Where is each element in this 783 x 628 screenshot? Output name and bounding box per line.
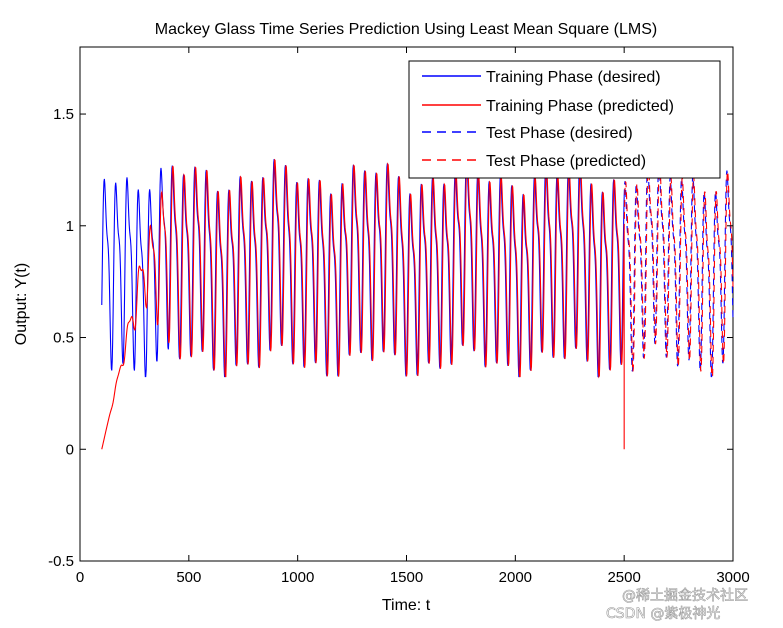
x-tick-label: 1000 [281,569,314,586]
y-tick-label: 1 [66,218,74,235]
y-tick-label: 0 [66,441,74,458]
legend-label-training-desired: Training Phase (desired) [486,69,661,86]
x-tick-label: 3000 [716,569,749,586]
x-tick-label: 2000 [499,569,532,586]
watermark-line-1: @稀土掘金技术社区 [622,588,748,604]
watermark-line-2: CSDN @紫极神光 [606,606,720,622]
legend-label-training-predicted: Training Phase (predicted) [486,98,674,115]
x-tick-label: 500 [176,569,201,586]
series-line-training-predicted [101,156,625,450]
x-axis-label: Time: t [382,597,431,614]
chart-title: Mackey Glass Time Series Prediction Usin… [155,21,657,38]
y-tick-label: 1.5 [53,106,74,123]
watermark: @稀土掘金技术社区 CSDN @紫极神光 [606,588,749,623]
y-tick-label: -0.5 [48,553,74,570]
legend-label-test-predicted: Test Phase (predicted) [486,153,646,170]
series-line-test-predicted [623,160,734,378]
legend-box [408,60,721,179]
series-line-test-desired [623,159,734,378]
series-layer [101,156,734,450]
series-line-training-desired [101,157,625,378]
x-tick-label: 2500 [607,569,640,586]
x-tick-label: 1500 [390,569,423,586]
y-axis-label: Output: Y(t) [13,263,30,345]
ticks-layer: 0 500 1000 1500 2000 2500 3000-0.500.511.5 [48,47,750,586]
legend: Training Phase (desired) Training Phase … [408,60,721,179]
legend-label-test-desired: Test Phase (desired) [486,125,633,142]
x-tick-label: 0 [76,569,84,586]
y-tick-label: 0.5 [53,330,74,347]
